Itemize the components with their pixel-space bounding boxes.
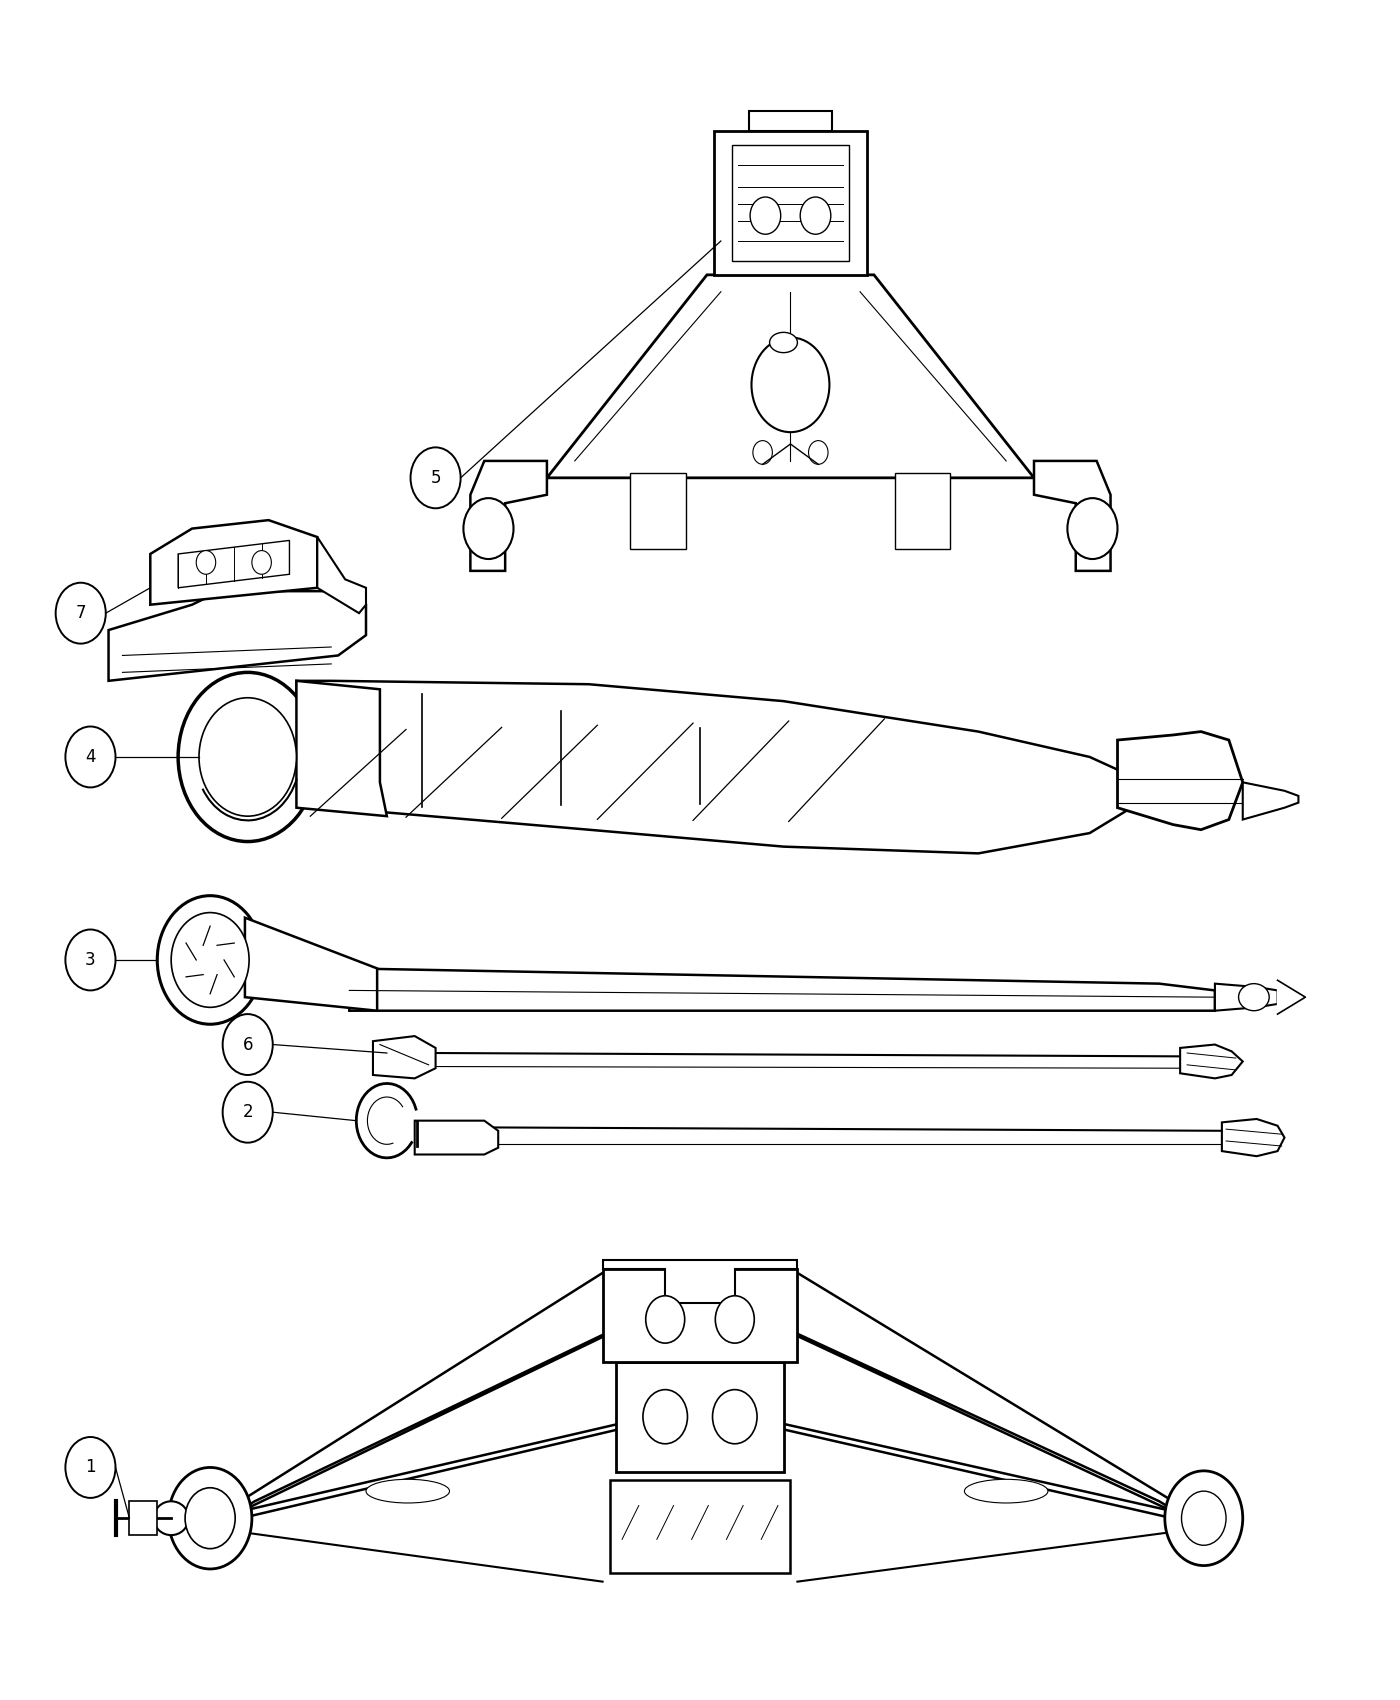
Polygon shape (602, 1260, 798, 1302)
Polygon shape (1222, 1119, 1285, 1156)
Polygon shape (470, 461, 547, 571)
Circle shape (252, 551, 272, 575)
Polygon shape (1278, 981, 1305, 1015)
Ellipse shape (1239, 984, 1270, 1012)
Text: 3: 3 (85, 950, 95, 969)
Polygon shape (1117, 731, 1243, 830)
Polygon shape (721, 1299, 1187, 1518)
FancyBboxPatch shape (714, 131, 867, 275)
Circle shape (750, 197, 781, 235)
Polygon shape (349, 969, 1215, 1011)
Polygon shape (1035, 461, 1110, 571)
Polygon shape (178, 541, 290, 588)
Circle shape (157, 896, 263, 1023)
Ellipse shape (770, 333, 798, 352)
Polygon shape (1243, 782, 1298, 819)
Ellipse shape (154, 1501, 189, 1535)
Polygon shape (372, 1035, 435, 1078)
Circle shape (168, 1467, 252, 1569)
Polygon shape (245, 918, 377, 1012)
Text: 5: 5 (430, 469, 441, 486)
FancyBboxPatch shape (129, 1501, 157, 1535)
Circle shape (199, 697, 297, 816)
Ellipse shape (965, 1479, 1049, 1503)
Circle shape (185, 1488, 235, 1549)
Polygon shape (227, 1408, 686, 1522)
Circle shape (463, 498, 514, 559)
Circle shape (1165, 1470, 1243, 1566)
Circle shape (1067, 498, 1117, 559)
FancyBboxPatch shape (602, 1268, 798, 1362)
FancyBboxPatch shape (895, 473, 951, 549)
FancyBboxPatch shape (732, 144, 848, 262)
Circle shape (752, 337, 829, 432)
Polygon shape (297, 680, 1145, 853)
Text: 2: 2 (242, 1103, 253, 1122)
Text: 6: 6 (242, 1035, 253, 1054)
Polygon shape (547, 275, 1035, 478)
Circle shape (1182, 1491, 1226, 1545)
FancyBboxPatch shape (749, 110, 832, 131)
Polygon shape (714, 1408, 1187, 1522)
Circle shape (753, 440, 773, 464)
FancyBboxPatch shape (609, 1481, 791, 1573)
Ellipse shape (365, 1479, 449, 1503)
Circle shape (171, 913, 249, 1008)
FancyBboxPatch shape (616, 1362, 784, 1472)
FancyBboxPatch shape (630, 473, 686, 549)
Polygon shape (1215, 984, 1278, 1012)
Polygon shape (150, 520, 318, 605)
Polygon shape (414, 1120, 498, 1154)
Circle shape (196, 551, 216, 575)
Circle shape (643, 1389, 687, 1443)
Polygon shape (297, 680, 386, 816)
Text: 1: 1 (85, 1459, 95, 1477)
Text: 4: 4 (85, 748, 95, 767)
Text: 7: 7 (76, 604, 85, 622)
Circle shape (713, 1389, 757, 1443)
Circle shape (645, 1295, 685, 1343)
Polygon shape (227, 1299, 679, 1518)
Polygon shape (1180, 1044, 1243, 1078)
Polygon shape (318, 537, 365, 614)
Circle shape (809, 440, 827, 464)
Polygon shape (109, 592, 365, 680)
Circle shape (715, 1295, 755, 1343)
Circle shape (801, 197, 830, 235)
Circle shape (178, 673, 318, 842)
